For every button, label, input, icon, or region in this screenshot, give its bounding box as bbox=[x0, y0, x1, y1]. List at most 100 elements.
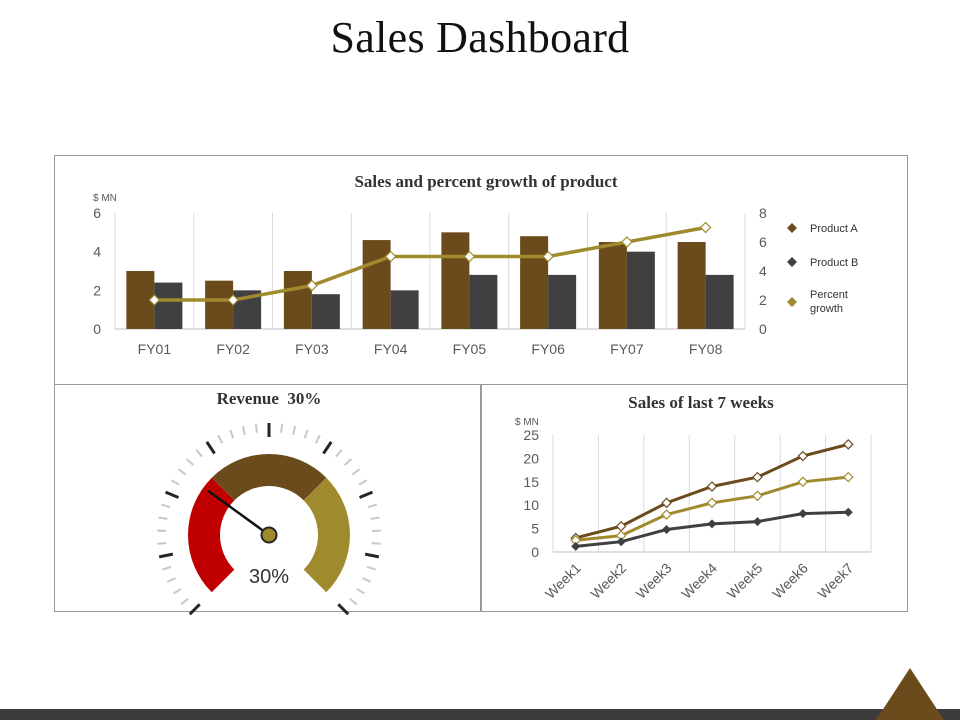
legend-label: Product B bbox=[810, 257, 858, 269]
gauge-major-tick bbox=[205, 441, 216, 455]
gauge-minor-tick bbox=[280, 423, 284, 433]
y-right-tick-label: 0 bbox=[759, 321, 767, 337]
y-right-tick-label: 2 bbox=[759, 292, 767, 308]
y-axis-unit-label: $ MN bbox=[515, 417, 539, 428]
gauge-major-tick bbox=[364, 552, 380, 559]
gauge-major-tick bbox=[322, 441, 333, 455]
weekly-series-point bbox=[842, 439, 854, 450]
gauge-minor-tick bbox=[351, 468, 361, 476]
x-tick-label: Week7 bbox=[814, 560, 856, 602]
gauge-minor-tick bbox=[229, 429, 235, 439]
y-left-tick-label: 4 bbox=[93, 244, 101, 260]
gauge-minor-tick bbox=[166, 577, 176, 583]
y-axis-unit-label: $ MN bbox=[93, 193, 117, 204]
percent-growth-point bbox=[148, 294, 161, 306]
gauge-minor-tick bbox=[177, 468, 187, 476]
gauge-band-red bbox=[188, 477, 235, 593]
x-tick-label: Week2 bbox=[587, 560, 629, 602]
gauge-minor-tick bbox=[158, 516, 168, 520]
gauge-minor-tick bbox=[356, 587, 366, 595]
gauge-minor-tick bbox=[292, 425, 297, 436]
gauge-minor-tick bbox=[186, 458, 195, 466]
bar-product-a bbox=[283, 271, 312, 329]
percent-growth-point bbox=[227, 294, 239, 306]
y-tick-label: 15 bbox=[523, 474, 539, 490]
x-tick-label: Week3 bbox=[633, 560, 675, 602]
weekly-series-point bbox=[661, 497, 672, 509]
gauge-value-label: 30% bbox=[249, 566, 289, 588]
legend-marker bbox=[787, 257, 797, 267]
gauge-minor-tick bbox=[180, 597, 189, 606]
legend-label: Percent growth bbox=[810, 289, 848, 315]
x-tick-label: Week1 bbox=[542, 560, 584, 602]
gauge-band-gold bbox=[303, 477, 350, 593]
gauge-minor-tick bbox=[303, 429, 309, 439]
x-tick-label: FY06 bbox=[531, 341, 565, 357]
x-tick-label: FY08 bbox=[689, 341, 723, 357]
gauge-needle bbox=[207, 490, 271, 537]
bar-product-b bbox=[548, 274, 577, 329]
gauge-minor-tick bbox=[170, 479, 180, 486]
y-right-tick-label: 6 bbox=[759, 234, 767, 250]
gauge-minor-tick bbox=[349, 597, 358, 606]
weekly-series-point bbox=[661, 509, 672, 520]
bar-product-b bbox=[626, 251, 655, 329]
weekly-sales-chart-title: Sales of last 7 weeks bbox=[628, 393, 774, 412]
gauge-band-brown bbox=[211, 454, 327, 501]
y-right-tick-label: 8 bbox=[759, 205, 767, 221]
legend-marker bbox=[787, 223, 797, 233]
weekly-series-point bbox=[706, 481, 718, 492]
revenue-gauge-title: Revenue 30% bbox=[216, 389, 322, 408]
weekly-series-point bbox=[707, 519, 717, 529]
weekly-series-point bbox=[752, 490, 763, 502]
x-tick-label: FY07 bbox=[610, 341, 644, 357]
y-left-tick-label: 2 bbox=[93, 282, 101, 298]
bar-product-b bbox=[390, 290, 419, 329]
gauge-minor-tick bbox=[367, 503, 378, 509]
weekly-series-point bbox=[843, 507, 853, 517]
sales-growth-chart: $ MN 0 2 4 6 0 2 4 6 8 FY01 FY02 FY03 FY04 FY05 FY06 FY0… bbox=[93, 193, 858, 357]
bar-product-b bbox=[154, 282, 183, 329]
gauge-minor-tick bbox=[358, 479, 368, 486]
bar-product-b bbox=[469, 274, 498, 329]
gauge-minor-tick bbox=[157, 542, 167, 545]
weekly-series-point bbox=[616, 537, 626, 547]
gauge-hub bbox=[260, 526, 278, 544]
y-tick-label: 10 bbox=[523, 497, 539, 513]
weekly-series-point bbox=[662, 525, 672, 535]
bar-product-b bbox=[311, 294, 340, 329]
x-tick-label: FY02 bbox=[216, 341, 250, 357]
gauge-minor-tick bbox=[366, 565, 376, 571]
gauge-major-tick bbox=[158, 552, 174, 559]
y-tick-label: 0 bbox=[531, 544, 539, 560]
y-tick-label: 20 bbox=[523, 450, 539, 466]
legend-marker bbox=[787, 297, 797, 307]
gauge-minor-tick bbox=[162, 565, 172, 571]
weekly-series-point bbox=[797, 476, 809, 488]
sales-growth-panel: Sales and percent growth of product $ MN… bbox=[54, 155, 908, 385]
weekly-series-point bbox=[571, 541, 581, 551]
bar-product-a bbox=[677, 242, 706, 329]
gauge-minor-tick bbox=[241, 425, 246, 436]
percent-growth-point bbox=[699, 221, 712, 234]
percent-growth-point bbox=[463, 250, 476, 263]
gauge-minor-tick bbox=[195, 449, 203, 458]
gauge-major-tick bbox=[358, 490, 374, 499]
percent-growth-point bbox=[621, 236, 633, 248]
percent-growth-line bbox=[154, 225, 706, 302]
x-tick-label: Week4 bbox=[678, 560, 720, 602]
gauge-minor-tick bbox=[314, 434, 321, 444]
gauge-minor-tick bbox=[362, 577, 372, 583]
y-left-tick-label: 6 bbox=[93, 205, 101, 221]
x-tick-label: FY05 bbox=[453, 341, 487, 357]
gauge-minor-tick bbox=[335, 449, 343, 458]
weekly-series-point bbox=[797, 450, 809, 462]
gauge-major-tick bbox=[188, 603, 201, 616]
percent-growth-point bbox=[306, 279, 318, 292]
gauge-minor-tick bbox=[370, 516, 380, 520]
weekly-series-point bbox=[798, 509, 808, 519]
y-right-tick-label: 4 bbox=[759, 263, 767, 279]
bar-product-b bbox=[705, 274, 734, 329]
x-tick-label: FY01 bbox=[138, 341, 172, 357]
